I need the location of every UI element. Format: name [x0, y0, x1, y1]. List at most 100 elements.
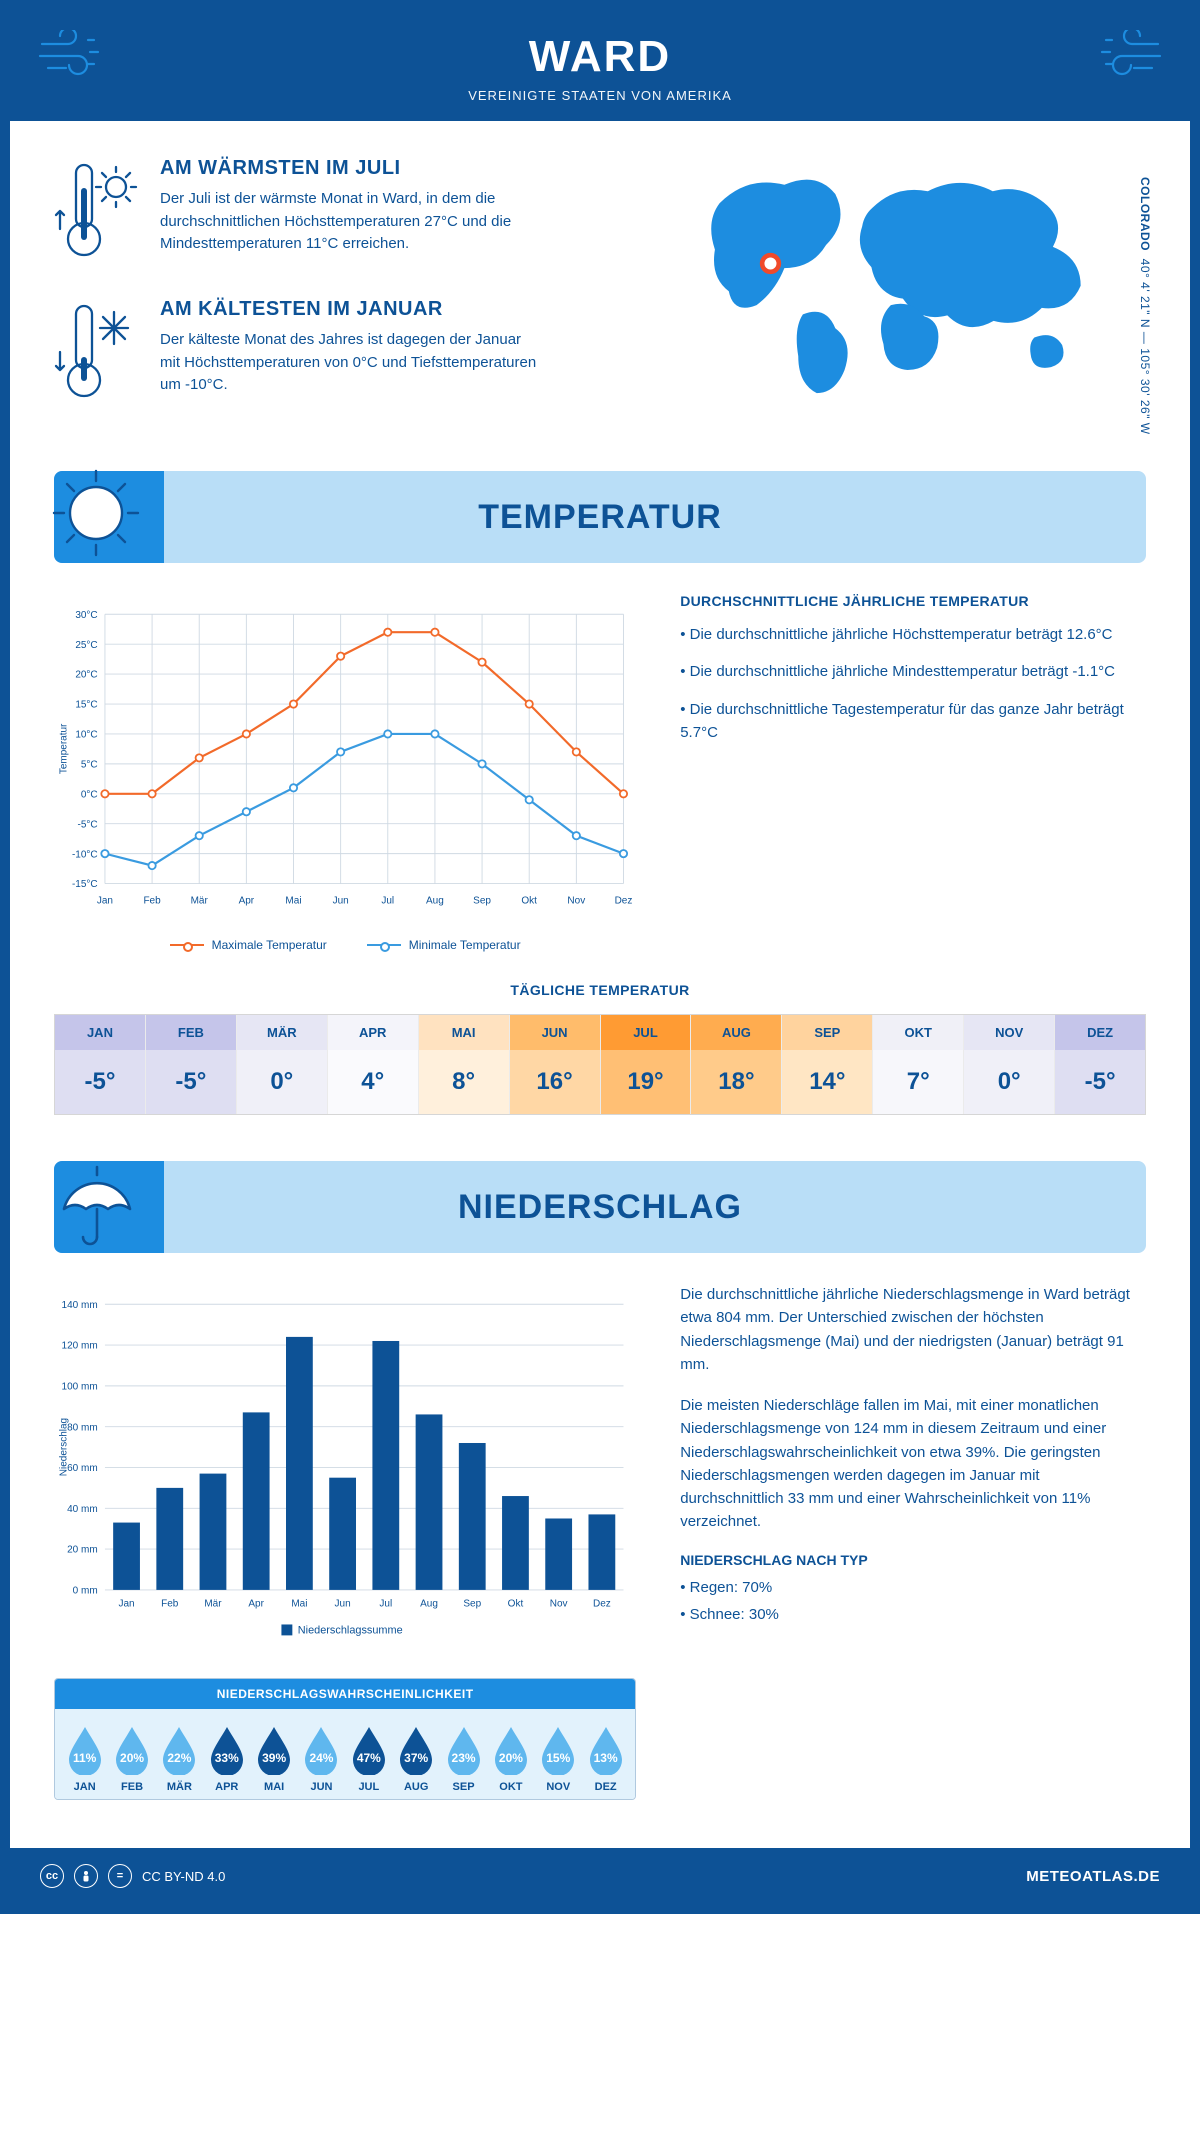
probability-month: AUG [393, 1781, 440, 1793]
svg-text:Temperatur: Temperatur [59, 723, 70, 774]
svg-text:Niederschlagssumme: Niederschlagssumme [298, 1625, 403, 1637]
world-map-icon [645, 157, 1146, 407]
legend-min-label: Minimale Temperatur [409, 938, 521, 952]
wind-icon [38, 30, 108, 80]
raindrop-icon: 23% [444, 1725, 484, 1775]
daily-temp-cell: MÄR 0° [237, 1015, 328, 1114]
probability-cell: 39% MAI [250, 1725, 297, 1793]
daily-temp-month: JUN [510, 1015, 600, 1050]
precipitation-chart: 0 mm20 mm40 mm60 mm80 mm100 mm120 mm140 … [54, 1283, 636, 1653]
daily-temp-value: 18° [691, 1050, 781, 1114]
probability-cell: 23% SEP [440, 1725, 487, 1793]
probability-month: JUL [345, 1781, 392, 1793]
daily-temp-cell: APR 4° [328, 1015, 419, 1114]
probability-value: 20% [112, 1751, 152, 1765]
coldest-block: AM KÄLTESTEN IM JANUAR Der kälteste Mona… [54, 298, 605, 413]
temp-bullet-3: • Die durchschnittliche Tagestemperatur … [680, 698, 1146, 745]
daily-temp-strip: JAN -5° FEB -5° MÄR 0° APR 4° MAI 8° JUN… [54, 1014, 1146, 1115]
svg-text:Dez: Dez [593, 1598, 611, 1609]
thermometer-cold-icon [54, 298, 140, 413]
probability-drops: 11% JAN 20% FEB 22% MÄR 33% APR [55, 1709, 635, 1799]
daily-temp-value: 8° [419, 1050, 509, 1114]
svg-text:20°C: 20°C [75, 670, 97, 681]
probability-cell: 22% MÄR [156, 1725, 203, 1793]
wind-icon [1092, 30, 1162, 80]
svg-text:0°C: 0°C [81, 789, 98, 800]
svg-text:25°C: 25°C [75, 640, 97, 651]
footer: cc = CC BY-ND 4.0 METEOATLAS.DE [10, 1848, 1190, 1904]
warmest-text: Der Juli ist der wärmste Monat in Ward, … [160, 188, 540, 256]
precip-text-2: Die meisten Niederschläge fallen im Mai,… [680, 1394, 1146, 1534]
coordinates-label: COLORADO 40° 4' 21" N — 105° 30' 26" W [1138, 177, 1152, 435]
daily-temp-value: 16° [510, 1050, 600, 1114]
probability-value: 37% [396, 1751, 436, 1765]
sun-icon [46, 463, 146, 563]
daily-temp-month: AUG [691, 1015, 781, 1050]
cc-icon: cc [40, 1864, 64, 1888]
raindrop-icon: 11% [65, 1725, 105, 1775]
raindrop-icon: 39% [254, 1725, 294, 1775]
raindrop-icon: 47% [349, 1725, 389, 1775]
page-title: WARD [10, 32, 1190, 82]
probability-month: DEZ [582, 1781, 629, 1793]
daily-temp-value: -5° [1055, 1050, 1145, 1114]
daily-temp-month: OKT [873, 1015, 963, 1050]
probability-month: JAN [61, 1781, 108, 1793]
daily-temp-month: FEB [146, 1015, 236, 1050]
daily-temp-cell: SEP 14° [782, 1015, 873, 1114]
probability-title: NIEDERSCHLAGSWAHRSCHEINLICHKEIT [55, 1679, 635, 1709]
daily-temp-value: -5° [55, 1050, 145, 1114]
svg-text:Sep: Sep [473, 896, 491, 907]
daily-temp-cell: JUN 16° [510, 1015, 601, 1114]
svg-text:Jul: Jul [381, 896, 394, 907]
raindrop-icon: 20% [491, 1725, 531, 1775]
daily-temp-month: NOV [964, 1015, 1054, 1050]
probability-value: 20% [491, 1751, 531, 1765]
svg-text:Niederschlag: Niederschlag [59, 1418, 70, 1476]
daily-temp-cell: DEZ -5° [1055, 1015, 1145, 1114]
precipitation-banner: NIEDERSCHLAG [54, 1161, 1146, 1253]
svg-text:20 mm: 20 mm [67, 1545, 98, 1556]
coldest-title: AM KÄLTESTEN IM JANUAR [160, 298, 540, 321]
svg-text:Okt: Okt [508, 1598, 524, 1609]
probability-cell: 20% FEB [108, 1725, 155, 1793]
svg-text:140 mm: 140 mm [62, 1300, 98, 1311]
temperature-heading: TEMPERATUR [478, 498, 722, 537]
daily-temp-cell: AUG 18° [691, 1015, 782, 1114]
probability-month: SEP [440, 1781, 487, 1793]
precip-probability-panel: NIEDERSCHLAGSWAHRSCHEINLICHKEIT 11% JAN … [54, 1678, 636, 1800]
world-map-block: COLORADO 40° 4' 21" N — 105° 30' 26" W [645, 157, 1146, 439]
probability-value: 24% [301, 1751, 341, 1765]
raindrop-icon: 22% [159, 1725, 199, 1775]
probability-month: FEB [108, 1781, 155, 1793]
probability-cell: 20% OKT [487, 1725, 534, 1793]
svg-text:Mai: Mai [285, 896, 301, 907]
daily-temp-month: APR [328, 1015, 418, 1050]
svg-text:Nov: Nov [567, 896, 585, 907]
svg-text:Aug: Aug [420, 1598, 438, 1609]
svg-text:10°C: 10°C [75, 730, 97, 741]
temperature-chart: -15°C-10°C-5°C0°C5°C10°C15°C20°C25°C30°C… [54, 593, 636, 952]
daily-temp-month: MAI [419, 1015, 509, 1050]
by-icon [74, 1864, 98, 1888]
svg-text:Jun: Jun [335, 1598, 351, 1609]
coldest-text: Der kälteste Monat des Jahres ist dagege… [160, 329, 540, 397]
probability-month: JUN [298, 1781, 345, 1793]
temperature-summary: DURCHSCHNITTLICHE JÄHRLICHE TEMPERATUR •… [680, 593, 1146, 952]
raindrop-icon: 37% [396, 1725, 436, 1775]
daily-temp-value: 0° [237, 1050, 327, 1114]
probability-cell: 24% JUN [298, 1725, 345, 1793]
probability-cell: 37% AUG [393, 1725, 440, 1793]
daily-temp-month: MÄR [237, 1015, 327, 1050]
svg-text:-15°C: -15°C [72, 879, 98, 890]
probability-value: 39% [254, 1751, 294, 1765]
raindrop-icon: 24% [301, 1725, 341, 1775]
probability-cell: 13% DEZ [582, 1725, 629, 1793]
raindrop-icon: 15% [538, 1725, 578, 1775]
daily-temp-value: 4° [328, 1050, 418, 1114]
temp-bullet-1: • Die durchschnittliche jährliche Höchst… [680, 623, 1146, 646]
precip-by-type-heading: NIEDERSCHLAG NACH TYP [680, 1552, 1146, 1568]
warmest-title: AM WÄRMSTEN IM JULI [160, 157, 540, 180]
page-subtitle: VEREINIGTE STAATEN VON AMERIKA [10, 88, 1190, 103]
svg-text:Apr: Apr [239, 896, 255, 907]
